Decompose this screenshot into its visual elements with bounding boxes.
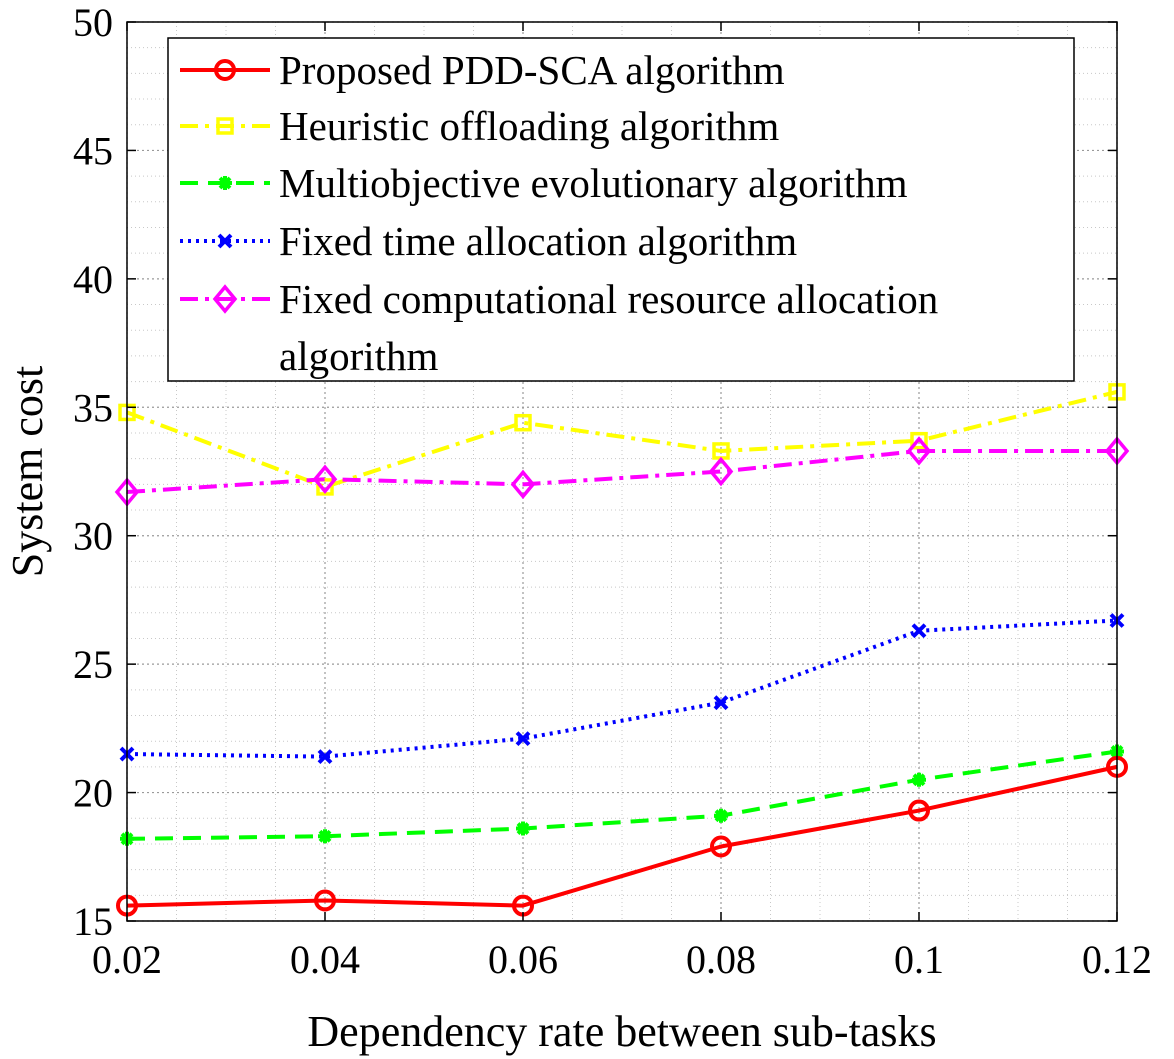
legend-marker [216,117,234,135]
data-point [714,808,728,823]
data-point [514,413,532,432]
data-point [516,821,530,836]
data-point [312,464,338,494]
data-point [908,799,930,822]
legend-label: Proposed PDD-SCA algorithm [279,47,785,93]
y-tick-label: 40 [73,257,113,302]
x-axis-label: Dependency rate between sub-tasks [307,1007,936,1056]
ticks [126,21,1118,922]
legend-item: Proposed PDD-SCA algorithm [180,47,785,93]
y-tick-label: 50 [73,0,113,45]
data-point [318,829,332,844]
legend-item: Heuristic offloading algorithm [180,103,779,149]
legend-marker [218,176,232,190]
series-line [126,389,1118,489]
legend-item: Fixed time allocation algorithm [180,218,797,264]
y-tick-label: 15 [73,899,113,944]
legend-label: Fixed time allocation algorithm [279,218,797,264]
x-tick-label: 0.12 [1082,937,1152,982]
legend-box [167,37,1075,382]
legend: Proposed PDD-SCA algorithm Heuristic offl… [167,37,1075,382]
data-point [708,456,734,487]
axes-frame [126,21,1118,922]
data-point [910,431,928,450]
x-tick-label: 0.02 [92,937,162,982]
y-tick-label: 20 [73,771,113,816]
y-tick-label: 35 [73,385,113,430]
series-line [126,448,1117,495]
legend-item: Multiobjective evolutionary algorithm [180,160,908,206]
y-tick-label: 30 [73,514,113,559]
series-line [126,618,1118,759]
x-tick-label: 0.04 [290,937,360,982]
legend-marker [217,233,233,249]
data-point [510,469,536,500]
legend-item: Fixed computational resource allocation a… [180,276,938,379]
x-tick-label: 0.06 [488,937,558,982]
data-point [912,772,926,787]
legend-marker [214,59,236,81]
series-line [126,749,1118,841]
y-axis-label: System cost [3,366,52,577]
legend-label: Multiobjective evolutionary algorithm [279,160,908,206]
series-3 [119,613,1125,765]
data-point [906,436,932,466]
x-tick-label: 0.08 [686,937,756,982]
data-point [710,835,732,858]
data-point [713,695,729,711]
series-line [126,764,1118,908]
legend-label: Heuristic offloading algorithm [279,103,779,149]
y-tick-label: 25 [73,642,113,687]
data-point [911,623,927,639]
data-point [515,731,531,747]
legend-marker [212,284,238,314]
x-tick-label: 0.1 [894,937,944,982]
y-tick-label: 45 [73,128,113,173]
legend-label: Fixed computational resource allocation [279,276,938,322]
data-point [317,749,333,765]
data-point [314,889,336,912]
legend-label: algorithm [279,333,439,379]
